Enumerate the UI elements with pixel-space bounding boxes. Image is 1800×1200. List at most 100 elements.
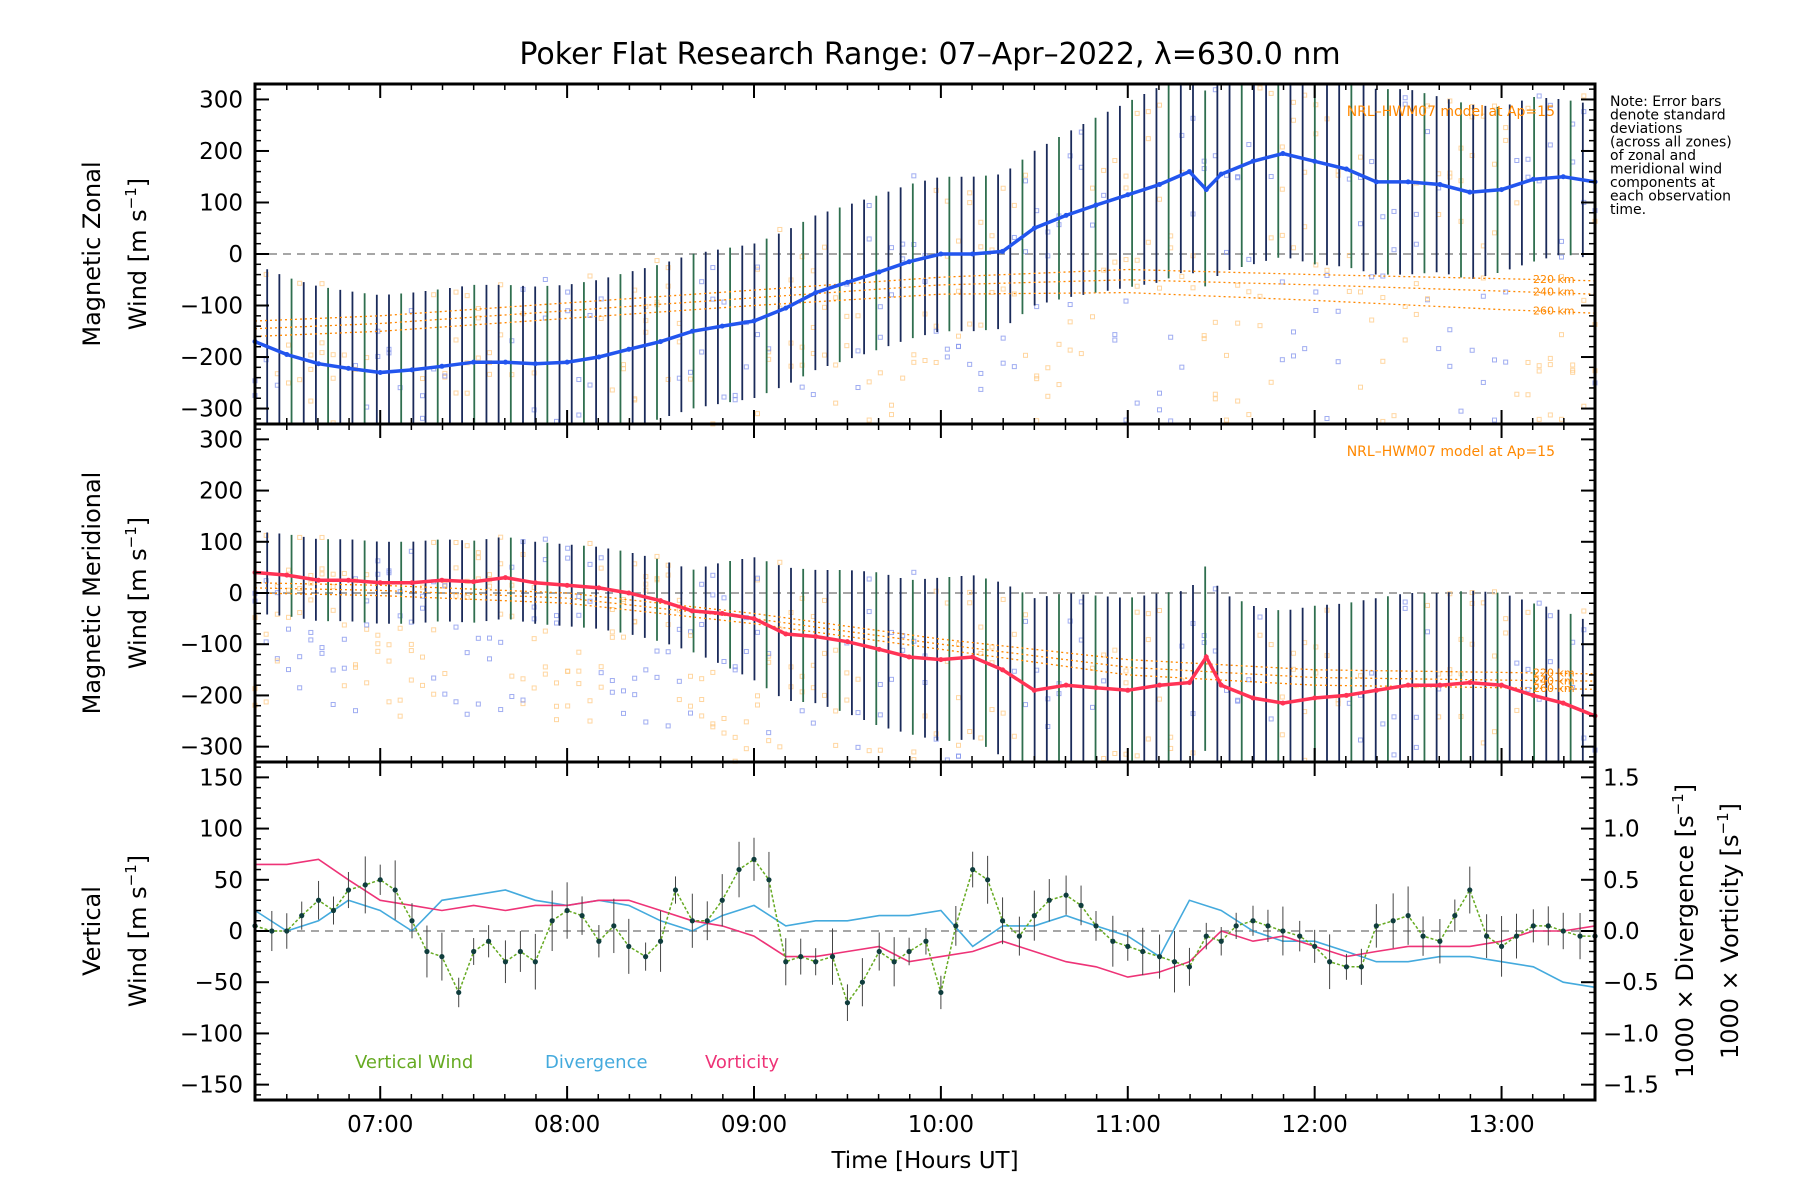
zone-point xyxy=(341,683,347,689)
y2-tick-label: −1.0 xyxy=(1603,1021,1659,1047)
zonal-wind-point xyxy=(1125,192,1131,198)
zone-point xyxy=(643,581,649,587)
zone-point xyxy=(1000,286,1006,292)
zone-point xyxy=(498,282,504,288)
zone-point xyxy=(1559,416,1564,422)
zonal-wind-point xyxy=(1063,212,1069,218)
zone-point xyxy=(308,629,314,635)
zone-point xyxy=(1201,333,1207,339)
zone-point xyxy=(978,244,984,250)
zone-point xyxy=(1134,400,1140,406)
zonal-wind-point xyxy=(970,251,976,257)
zone-point xyxy=(643,329,649,335)
zone-point xyxy=(330,701,336,707)
zone-point xyxy=(866,203,872,209)
zone-point xyxy=(1034,304,1040,310)
zone-point xyxy=(1447,671,1453,677)
zone-point xyxy=(341,352,347,358)
zone-point xyxy=(1469,104,1475,110)
zone-point xyxy=(397,697,403,703)
zone-point xyxy=(487,371,492,377)
zone-point xyxy=(1246,412,1252,418)
zonal-wind-point xyxy=(1186,169,1192,175)
zone-point xyxy=(1358,737,1363,743)
zone-point xyxy=(531,407,537,413)
zone-point xyxy=(643,719,649,725)
model-altitude-label: 260 km xyxy=(1533,304,1575,317)
zonal-wind-point xyxy=(876,269,882,275)
zone-point xyxy=(531,370,537,376)
zone-point xyxy=(1212,319,1218,325)
zone-point xyxy=(386,658,392,664)
x-tick-label: 12:00 xyxy=(1282,1112,1348,1138)
zone-point xyxy=(576,612,582,618)
zone-point xyxy=(944,346,950,352)
zone-point xyxy=(565,289,571,295)
zone-point xyxy=(1458,408,1464,414)
zone-point xyxy=(531,636,537,642)
zone-point xyxy=(721,299,727,305)
vertical-wind-point xyxy=(1156,954,1163,960)
zone-point xyxy=(866,417,872,423)
vertical-wind-point xyxy=(657,938,664,944)
zone-point xyxy=(1480,379,1486,385)
y-axis-title: Magnetic Zonal xyxy=(78,161,106,346)
zone-point xyxy=(1201,633,1207,639)
zone-point xyxy=(844,697,850,703)
zone-point xyxy=(308,637,314,643)
zonal-wind-point xyxy=(1203,187,1209,193)
zone-point xyxy=(431,292,437,298)
zone-point xyxy=(978,386,984,392)
zone-point xyxy=(978,651,984,657)
zone-point xyxy=(911,638,917,644)
zone-point xyxy=(1369,670,1375,676)
zone-point xyxy=(933,731,939,737)
zone-point xyxy=(431,691,437,697)
vertical-wind-point xyxy=(299,913,305,919)
zone-point xyxy=(1525,686,1531,692)
zone-point xyxy=(408,677,414,683)
zone-point xyxy=(989,233,995,239)
zone-point xyxy=(1380,358,1386,364)
zone-point xyxy=(1514,391,1520,397)
zone-point xyxy=(520,697,526,703)
zone-point xyxy=(1000,335,1006,341)
zone-point xyxy=(799,344,805,350)
y-tick-label: −100 xyxy=(180,1021,243,1047)
zone-point xyxy=(1581,735,1587,741)
zone-point xyxy=(844,670,850,676)
zonal-wind-point xyxy=(906,259,912,265)
x-tick-label: 11:00 xyxy=(1095,1112,1161,1138)
zone-point xyxy=(1313,262,1319,268)
zone-point xyxy=(375,571,381,577)
zone-point xyxy=(1067,347,1073,353)
zone-point xyxy=(688,703,693,709)
zone-point xyxy=(319,566,325,572)
zone-point xyxy=(1101,756,1107,762)
zone-point xyxy=(475,635,481,641)
zone-point xyxy=(375,558,381,564)
zone-point xyxy=(1536,363,1542,369)
meridional-wind-point xyxy=(1125,687,1131,693)
zone-point xyxy=(464,390,470,396)
zone-point xyxy=(676,678,682,684)
model-altitude-label: 240 km xyxy=(1533,674,1575,687)
vertical-wind-point xyxy=(938,989,944,996)
zone-point xyxy=(1157,607,1162,613)
vertical-wind-point xyxy=(906,948,912,955)
y2-tick-label: −1.5 xyxy=(1603,1073,1659,1099)
zone-point xyxy=(1101,192,1107,198)
vertical-wind-point xyxy=(1218,938,1224,944)
zone-point xyxy=(386,642,392,648)
zone-point xyxy=(464,711,470,717)
zone-point xyxy=(1112,158,1118,164)
zone-point xyxy=(509,694,515,700)
zone-point xyxy=(1134,110,1140,116)
zone-point xyxy=(509,673,515,679)
zone-point xyxy=(1011,631,1017,637)
zone-point xyxy=(855,744,861,750)
zone-point xyxy=(1514,157,1520,163)
zone-point xyxy=(464,594,470,600)
zone-point xyxy=(1067,319,1073,325)
zone-point xyxy=(721,595,727,601)
